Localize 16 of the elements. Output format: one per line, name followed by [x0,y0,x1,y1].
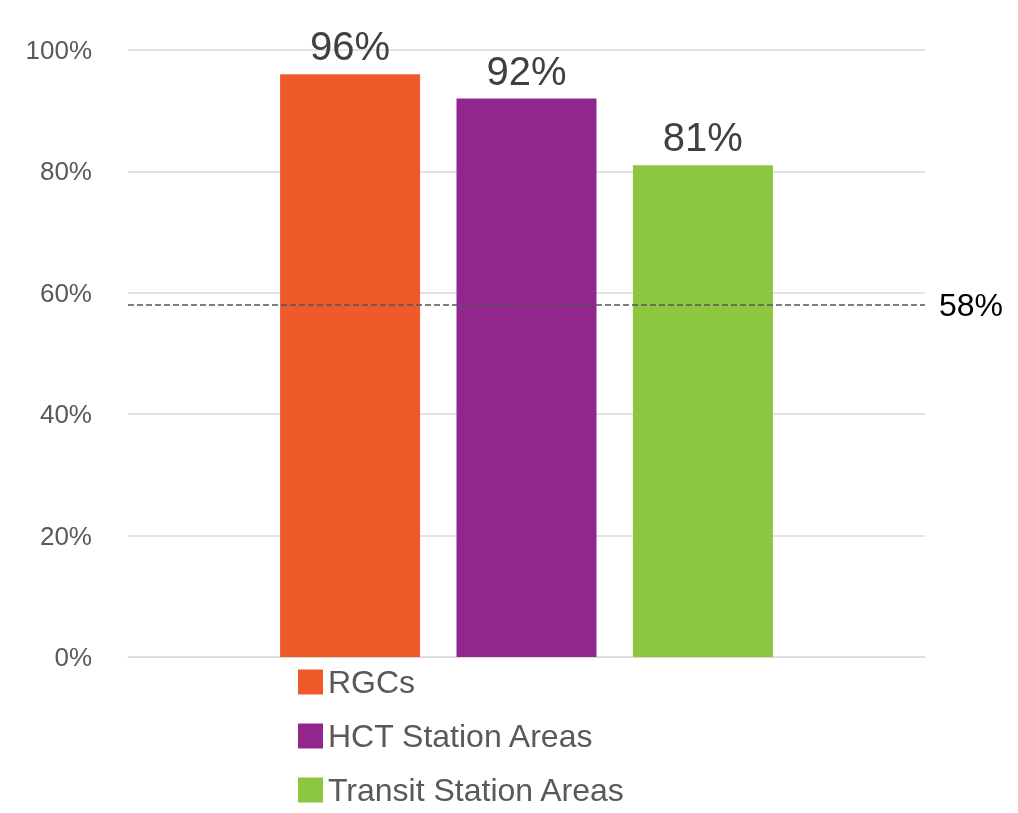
data-label: 96% [310,24,391,69]
data-label: 92% [486,48,567,93]
y-tick-label: 100% [25,35,92,65]
y-tick-label: 0% [54,642,92,672]
bar [456,98,597,657]
bar [280,74,421,657]
y-tick-label: 60% [39,277,92,308]
data-label: 81% [662,115,743,160]
legend-label: Transit Station Areas [328,772,624,808]
ref-line-label: 58% [939,286,1004,323]
legend-label: RGCs [328,664,416,700]
legend-label: HCT Station Areas [328,718,593,754]
bar [632,165,773,657]
y-tick-label: 40% [39,399,92,430]
y-tick-label: 20% [39,520,92,551]
y-tick-label: 80% [39,156,92,187]
